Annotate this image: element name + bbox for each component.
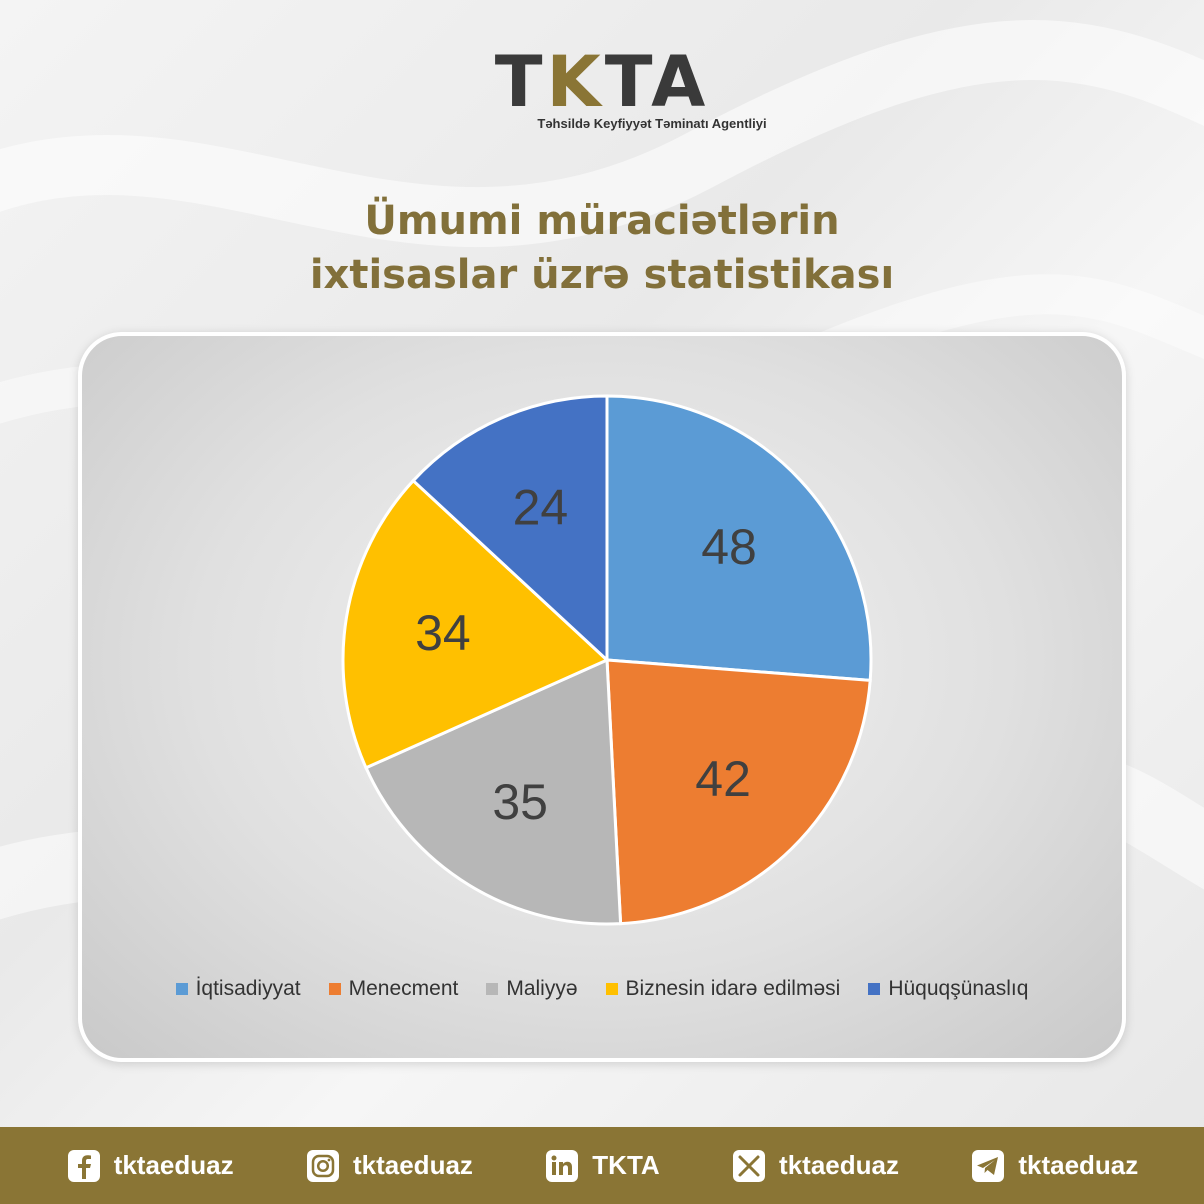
pie-chart: 48 42 35 34 24 — [341, 394, 873, 926]
legend-swatch — [868, 983, 881, 995]
legend-label: İqtisadiyyat — [195, 977, 301, 1000]
pie-slice-hu-quqs-u-nasl-q — [411, 394, 609, 664]
legend-label: Maliyyə — [506, 977, 578, 1000]
logo-letters-ta: TA — [604, 41, 710, 123]
social-telegram-label: tktaeduaz — [1018, 1150, 1139, 1180]
legend-item-hu-quqs-u-nasl-q: Hüquqşünaslıq — [868, 977, 1028, 1001]
logo-letter-k: K — [546, 41, 605, 123]
social-facebook[interactable]: tktaeduaz — [66, 1148, 234, 1184]
legend-item-menecment: Menecment — [328, 977, 459, 1001]
x-icon — [731, 1148, 767, 1184]
pie-slice-biznesin-idar-edilm-si — [341, 478, 610, 770]
social-instagram[interactable]: tktaeduaz — [305, 1148, 473, 1184]
social-facebook-label: tktaeduaz — [113, 1150, 234, 1180]
social-x[interactable]: tktaeduaz — [731, 1148, 899, 1184]
legend-swatch — [175, 983, 188, 995]
pie-slice-i-qtisadiyyat — [605, 394, 873, 682]
legend-label: Hüquqşünaslıq — [888, 977, 1029, 1000]
legend-label: Menecment — [348, 977, 459, 1000]
telegram-icon — [970, 1148, 1006, 1184]
legend-swatch — [486, 983, 499, 995]
linkedin-icon — [544, 1148, 580, 1184]
logo: TKTA Təhsildə Keyfiyyət Təminatı Agentli… — [0, 47, 1204, 131]
facebook-icon — [66, 1148, 102, 1184]
social-telegram[interactable]: tktaeduaz — [970, 1148, 1138, 1184]
footer-bar: tktaeduaz tktaeduaz TKTA tktaeduaz tktae… — [0, 1127, 1204, 1204]
logo-mark: TKTA — [0, 47, 1204, 117]
pie-slice-menecment — [605, 658, 872, 926]
data-label-i-qtisadiyyat: 48 — [701, 519, 757, 575]
chart-legend: İqtisadiyyat Menecment Maliyyə Biznesin ida… — [0, 977, 1204, 1001]
title-line-2: ixtisaslar üzrə statistikası — [309, 252, 895, 298]
instagram-icon — [305, 1148, 341, 1184]
social-instagram-label: tktaeduaz — [352, 1150, 473, 1180]
data-label-biznesin-idar-edilm-si: 34 — [415, 605, 471, 661]
legend-item-i-qtisadiyyat: İqtisadiyyat — [175, 977, 301, 1001]
title-line-1: Ümumi müraciətlərin — [364, 198, 840, 244]
legend-item-biznesin-idar-edilm-si: Biznesin idarə edilməsi — [605, 977, 841, 1001]
social-linkedin[interactable]: TKTA — [544, 1148, 660, 1184]
social-x-label: tktaeduaz — [779, 1150, 899, 1180]
pie-slice-maliyy — [364, 657, 623, 926]
legend-item-maliyy: Maliyyə — [486, 977, 578, 1001]
data-label-menecment: 42 — [695, 751, 751, 807]
data-label-maliyy: 35 — [492, 774, 548, 830]
data-label-hu-quqs-u-nasl-q: 24 — [513, 480, 569, 536]
page-title: Ümumi müraciətlərin ixtisaslar üzrə stat… — [0, 194, 1204, 302]
social-linkedin-label: TKTA — [592, 1150, 660, 1180]
legend-label: Biznesin idarə edilməsi — [625, 977, 841, 1000]
legend-swatch — [328, 983, 341, 995]
logo-subtitle: Təhsildə Keyfiyyət Təminatı Agentliyi — [537, 116, 767, 131]
logo-letter-t: T — [494, 41, 547, 123]
legend-swatch — [605, 983, 618, 995]
